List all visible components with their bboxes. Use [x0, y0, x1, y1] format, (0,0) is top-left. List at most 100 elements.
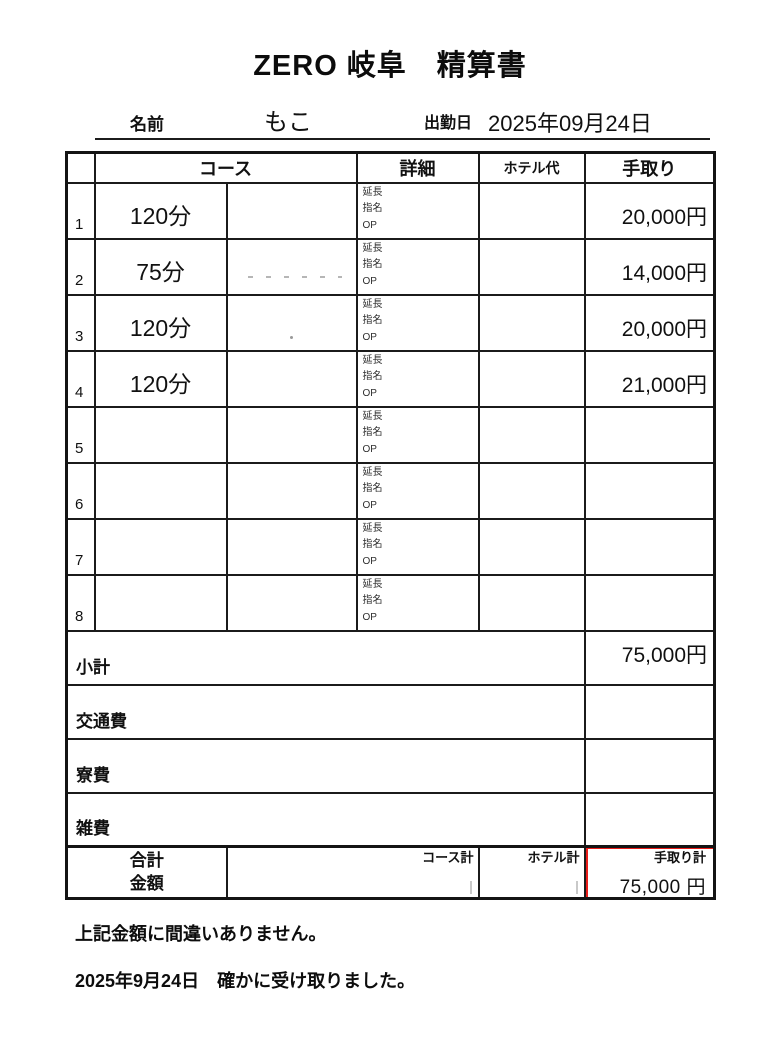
extension-label: 延長 — [362, 298, 383, 310]
course-extra-cell — [225, 293, 358, 352]
detail-cell: 延長 指名 OP — [355, 181, 480, 240]
misc-fee-value — [583, 791, 716, 848]
course-total-cell: コース計 — [225, 845, 480, 900]
option-label: OP — [362, 555, 377, 567]
transport-fee-label: 交通費 — [65, 683, 586, 740]
extension-label: 延長 — [362, 578, 383, 590]
course-duration: 75分 — [93, 237, 228, 296]
table-row: 5 延長 指名 OP — [65, 405, 716, 464]
table-row: 7 延長 指名 OP — [65, 517, 716, 576]
row-number: 6 — [65, 461, 96, 520]
table-row: 4 120分 延長 指名 OP 21,000円 — [65, 349, 716, 408]
name-value: もこ — [264, 109, 312, 136]
hotel-total-cell: ホテル計 — [477, 845, 586, 900]
hotel-fee-cell — [477, 461, 586, 520]
detail-cell: 延長 指名 OP — [355, 237, 480, 296]
detail-cell: 延長 指名 OP — [355, 573, 480, 632]
table-row: 6 延長 指名 OP — [65, 461, 716, 520]
net-total-label: 手取り計 — [654, 850, 707, 865]
nomination-label: 指名 — [362, 371, 383, 382]
detail-cell: 延長 指名 OP — [355, 293, 480, 352]
nomination-label: 指名 — [362, 427, 383, 438]
net-amount — [583, 461, 716, 520]
course-duration — [93, 461, 228, 520]
course-column-header: コース — [93, 151, 358, 184]
faint-smudge — [469, 881, 472, 894]
net-column-header: 手取り — [583, 151, 716, 184]
settlement-table: コース 詳細 ホテル代 手取り 1 120分 延長 指名 OP 20,000円 … — [65, 151, 717, 900]
course-extra-cell — [225, 573, 358, 632]
hotel-fee-cell — [477, 517, 586, 576]
detail-cell: 延長 指名 OP — [355, 461, 480, 520]
row-number: 8 — [65, 573, 96, 632]
net-total-cell: 手取り計 75,000 円 — [583, 845, 716, 900]
nomination-label: 指名 — [362, 315, 383, 326]
name-label: 名前 — [130, 115, 164, 134]
option-label: OP — [362, 331, 377, 343]
net-amount — [583, 573, 716, 632]
hotel-column-header: ホテル代 — [477, 151, 586, 184]
course-extra-cell — [225, 349, 358, 408]
net-amount: 20,000円 — [583, 293, 716, 352]
workdate-label: 出勤日 — [424, 115, 473, 132]
row-number: 2 — [65, 237, 96, 296]
subtotal-row: 小計 75,000円 — [65, 629, 716, 686]
hotel-fee-cell — [477, 349, 586, 408]
grand-total-row: 合計 金額 コース計 ホテル計 手取り計 75,000 円 — [65, 845, 716, 900]
faint-smudge — [290, 335, 293, 339]
grand-total-label: 合計 金額 — [65, 845, 228, 900]
detail-cell: 延長 指名 OP — [355, 405, 480, 464]
extension-label: 延長 — [362, 522, 383, 534]
course-duration — [93, 405, 228, 464]
extension-label: 延長 — [362, 466, 383, 478]
hotel-fee-cell — [477, 573, 586, 632]
extension-label: 延長 — [362, 186, 383, 198]
table-row: 8 延長 指名 OP — [65, 573, 716, 632]
course-extra-cell — [225, 461, 358, 520]
row-number: 4 — [65, 349, 96, 408]
net-amount — [583, 405, 716, 464]
dorm-fee-label: 寮費 — [65, 737, 586, 794]
confirmation-text: 上記金額に間違いありません。 — [75, 924, 327, 944]
table-row: 2 75分 延長 指名 OP 14,000円 — [65, 237, 716, 296]
extension-label: 延長 — [362, 354, 383, 366]
dorm-fee-value — [583, 737, 716, 794]
option-label: OP — [362, 219, 377, 231]
course-extra-cell — [225, 181, 358, 240]
net-total-value: 75,000 円 — [619, 877, 707, 899]
nomination-label: 指名 — [362, 203, 383, 214]
subtotal-value: 75,000円 — [583, 629, 716, 686]
detail-cell: 延長 指名 OP — [355, 517, 480, 576]
document-title: ZERO 岐阜 精算書 — [253, 50, 527, 82]
workdate-value: 2025年09月24日 — [488, 111, 652, 136]
hotel-fee-cell — [477, 181, 586, 240]
option-label: OP — [362, 387, 377, 399]
table-row: 1 120分 延長 指名 OP 20,000円 — [65, 181, 716, 240]
row-number: 7 — [65, 517, 96, 576]
nomination-label: 指名 — [362, 539, 383, 550]
course-extra-cell — [225, 517, 358, 576]
extension-label: 延長 — [362, 242, 383, 254]
detail-column-header: 詳細 — [355, 151, 480, 184]
hotel-fee-cell — [477, 405, 586, 464]
net-amount — [583, 517, 716, 576]
hotel-fee-cell — [477, 293, 586, 352]
course-extra-cell — [225, 237, 358, 296]
nomination-label: 指名 — [362, 595, 383, 606]
nomination-label: 指名 — [362, 259, 383, 270]
net-amount: 20,000円 — [583, 181, 716, 240]
transport-fee-row: 交通費 — [65, 683, 716, 740]
hotel-total-label: ホテル計 — [527, 850, 580, 865]
option-label: OP — [362, 611, 377, 623]
table-header-row: コース 詳細 ホテル代 手取り — [65, 151, 716, 184]
settlement-sheet: ZERO 岐阜 精算書 名前 もこ 出勤日 2025年09月24日 コース 詳細… — [0, 42, 780, 1040]
extension-label: 延長 — [362, 410, 383, 422]
course-duration — [93, 517, 228, 576]
detail-cell: 延長 指名 OP — [355, 349, 480, 408]
net-amount: 14,000円 — [583, 237, 716, 296]
course-duration — [93, 573, 228, 632]
row-number: 3 — [65, 293, 96, 352]
misc-fee-label: 雑費 — [65, 791, 586, 848]
option-label: OP — [362, 499, 377, 511]
row-number: 1 — [65, 181, 96, 240]
